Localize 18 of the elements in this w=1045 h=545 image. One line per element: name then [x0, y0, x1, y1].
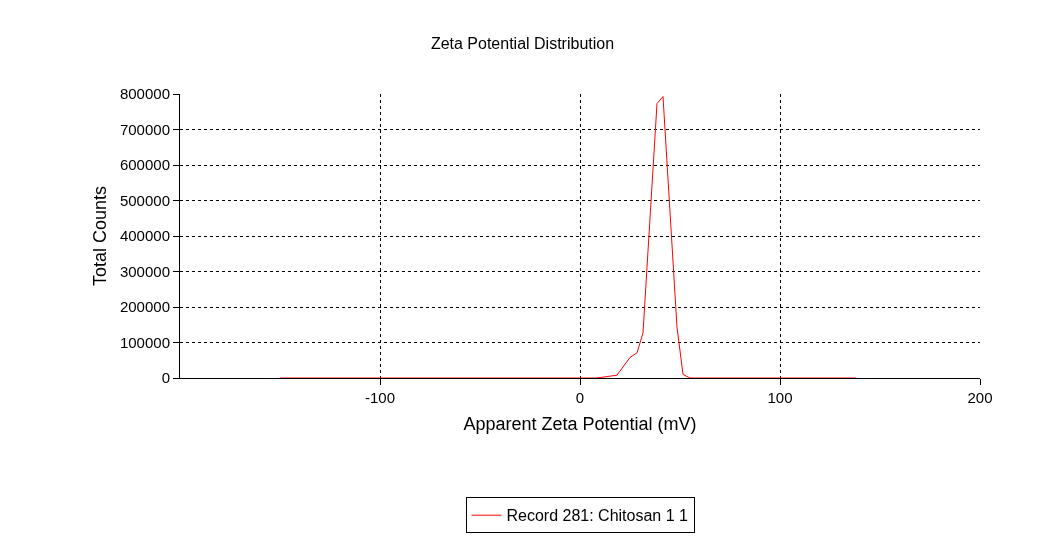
y-tick-label: 400000 [119, 227, 170, 245]
y-tick-label: 0 [161, 369, 170, 387]
y-tick-label: 100000 [119, 333, 170, 351]
x-axis-title: Apparent Zeta Potential (mV) [463, 414, 697, 435]
x-tick-label: 200 [967, 389, 993, 406]
y-axis-title: Total Counts [90, 185, 111, 287]
line-series [279, 95, 857, 378]
chart-title: Zeta Potential Distribution [430, 35, 615, 53]
y-tick-label: 500000 [119, 191, 170, 209]
y-tick-label: 600000 [119, 156, 170, 174]
x-tick-label: -100 [364, 389, 396, 406]
legend-label: Record 281: Chitosan 1 1 [506, 507, 689, 525]
x-tick-label: 0 [575, 389, 585, 406]
y-tick-label: 200000 [119, 298, 170, 316]
y-tick-label: 300000 [119, 262, 170, 280]
x-tick-label: 100 [767, 389, 793, 406]
y-tick-label: 700000 [119, 120, 170, 138]
y-tick-label: 800000 [119, 85, 170, 103]
